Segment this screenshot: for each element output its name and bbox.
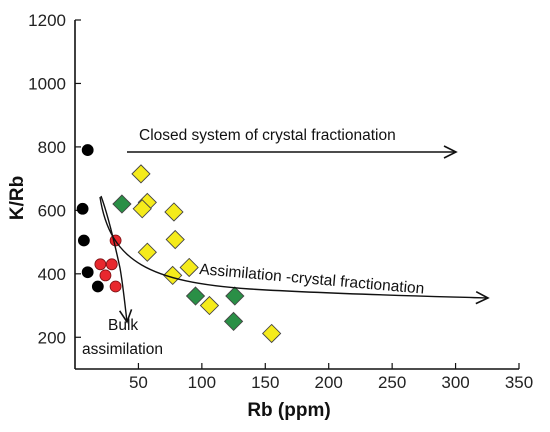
- data-point-circle: [81, 144, 94, 156]
- data-point-circle: [105, 258, 118, 271]
- y-axis-title: K/Rb: [7, 176, 28, 220]
- data-point-diamond: [165, 229, 185, 250]
- y-tick-label: 600: [38, 201, 66, 220]
- data-point-diamond: [199, 295, 220, 316]
- y-tick-label: 1000: [28, 74, 66, 93]
- axes: 50 100 150 200 250 300 350 200 400 600 800 1000 1200: [28, 11, 533, 392]
- closed-system-label: Closed system of crystal fractionation: [139, 127, 396, 144]
- data-point-circle: [99, 269, 112, 282]
- data-point-circle: [81, 266, 94, 279]
- x-tick-label: 200: [315, 373, 343, 392]
- data-point-circle: [91, 280, 104, 293]
- x-axis-title: Rb (ppm): [247, 400, 330, 421]
- bulk-assimilation-label-line1: Bulk: [108, 317, 138, 334]
- data-point-circle: [77, 234, 90, 247]
- data-marks: [76, 144, 282, 344]
- data-point-diamond: [164, 202, 184, 222]
- data-point-diamond: [131, 164, 151, 184]
- data-point-circle: [76, 202, 89, 215]
- data-point-diamond: [179, 257, 199, 278]
- x-tick-label: 300: [441, 373, 469, 392]
- y-tick-label: 800: [38, 138, 66, 157]
- x-tick-label: 100: [188, 373, 216, 392]
- data-point-diamond: [185, 286, 206, 306]
- data-point-diamond: [225, 286, 245, 306]
- data-point-circle: [94, 258, 107, 271]
- data-point-diamond: [223, 311, 244, 332]
- data-point-diamond: [163, 265, 183, 286]
- x-tick-label: 150: [251, 373, 279, 392]
- data-point-diamond: [137, 242, 157, 262]
- bulk-assimilation-arrow: [100, 195, 133, 324]
- data-point-diamond: [112, 194, 132, 214]
- assimilation-crystal-fractionation-arrow: [99, 196, 490, 305]
- data-point-diamond: [261, 323, 282, 344]
- y-tick-label: 1200: [28, 11, 66, 30]
- data-point-diamond: [132, 199, 152, 219]
- x-tick-label: 50: [129, 373, 148, 392]
- y-tick-label: 200: [38, 328, 66, 347]
- data-point-circle: [109, 280, 122, 293]
- bulk-assimilation-label-line2: assimilation: [82, 341, 163, 358]
- x-tick-label: 350: [505, 373, 533, 392]
- y-tick-label: 400: [38, 265, 66, 284]
- x-tick-label: 250: [378, 373, 406, 392]
